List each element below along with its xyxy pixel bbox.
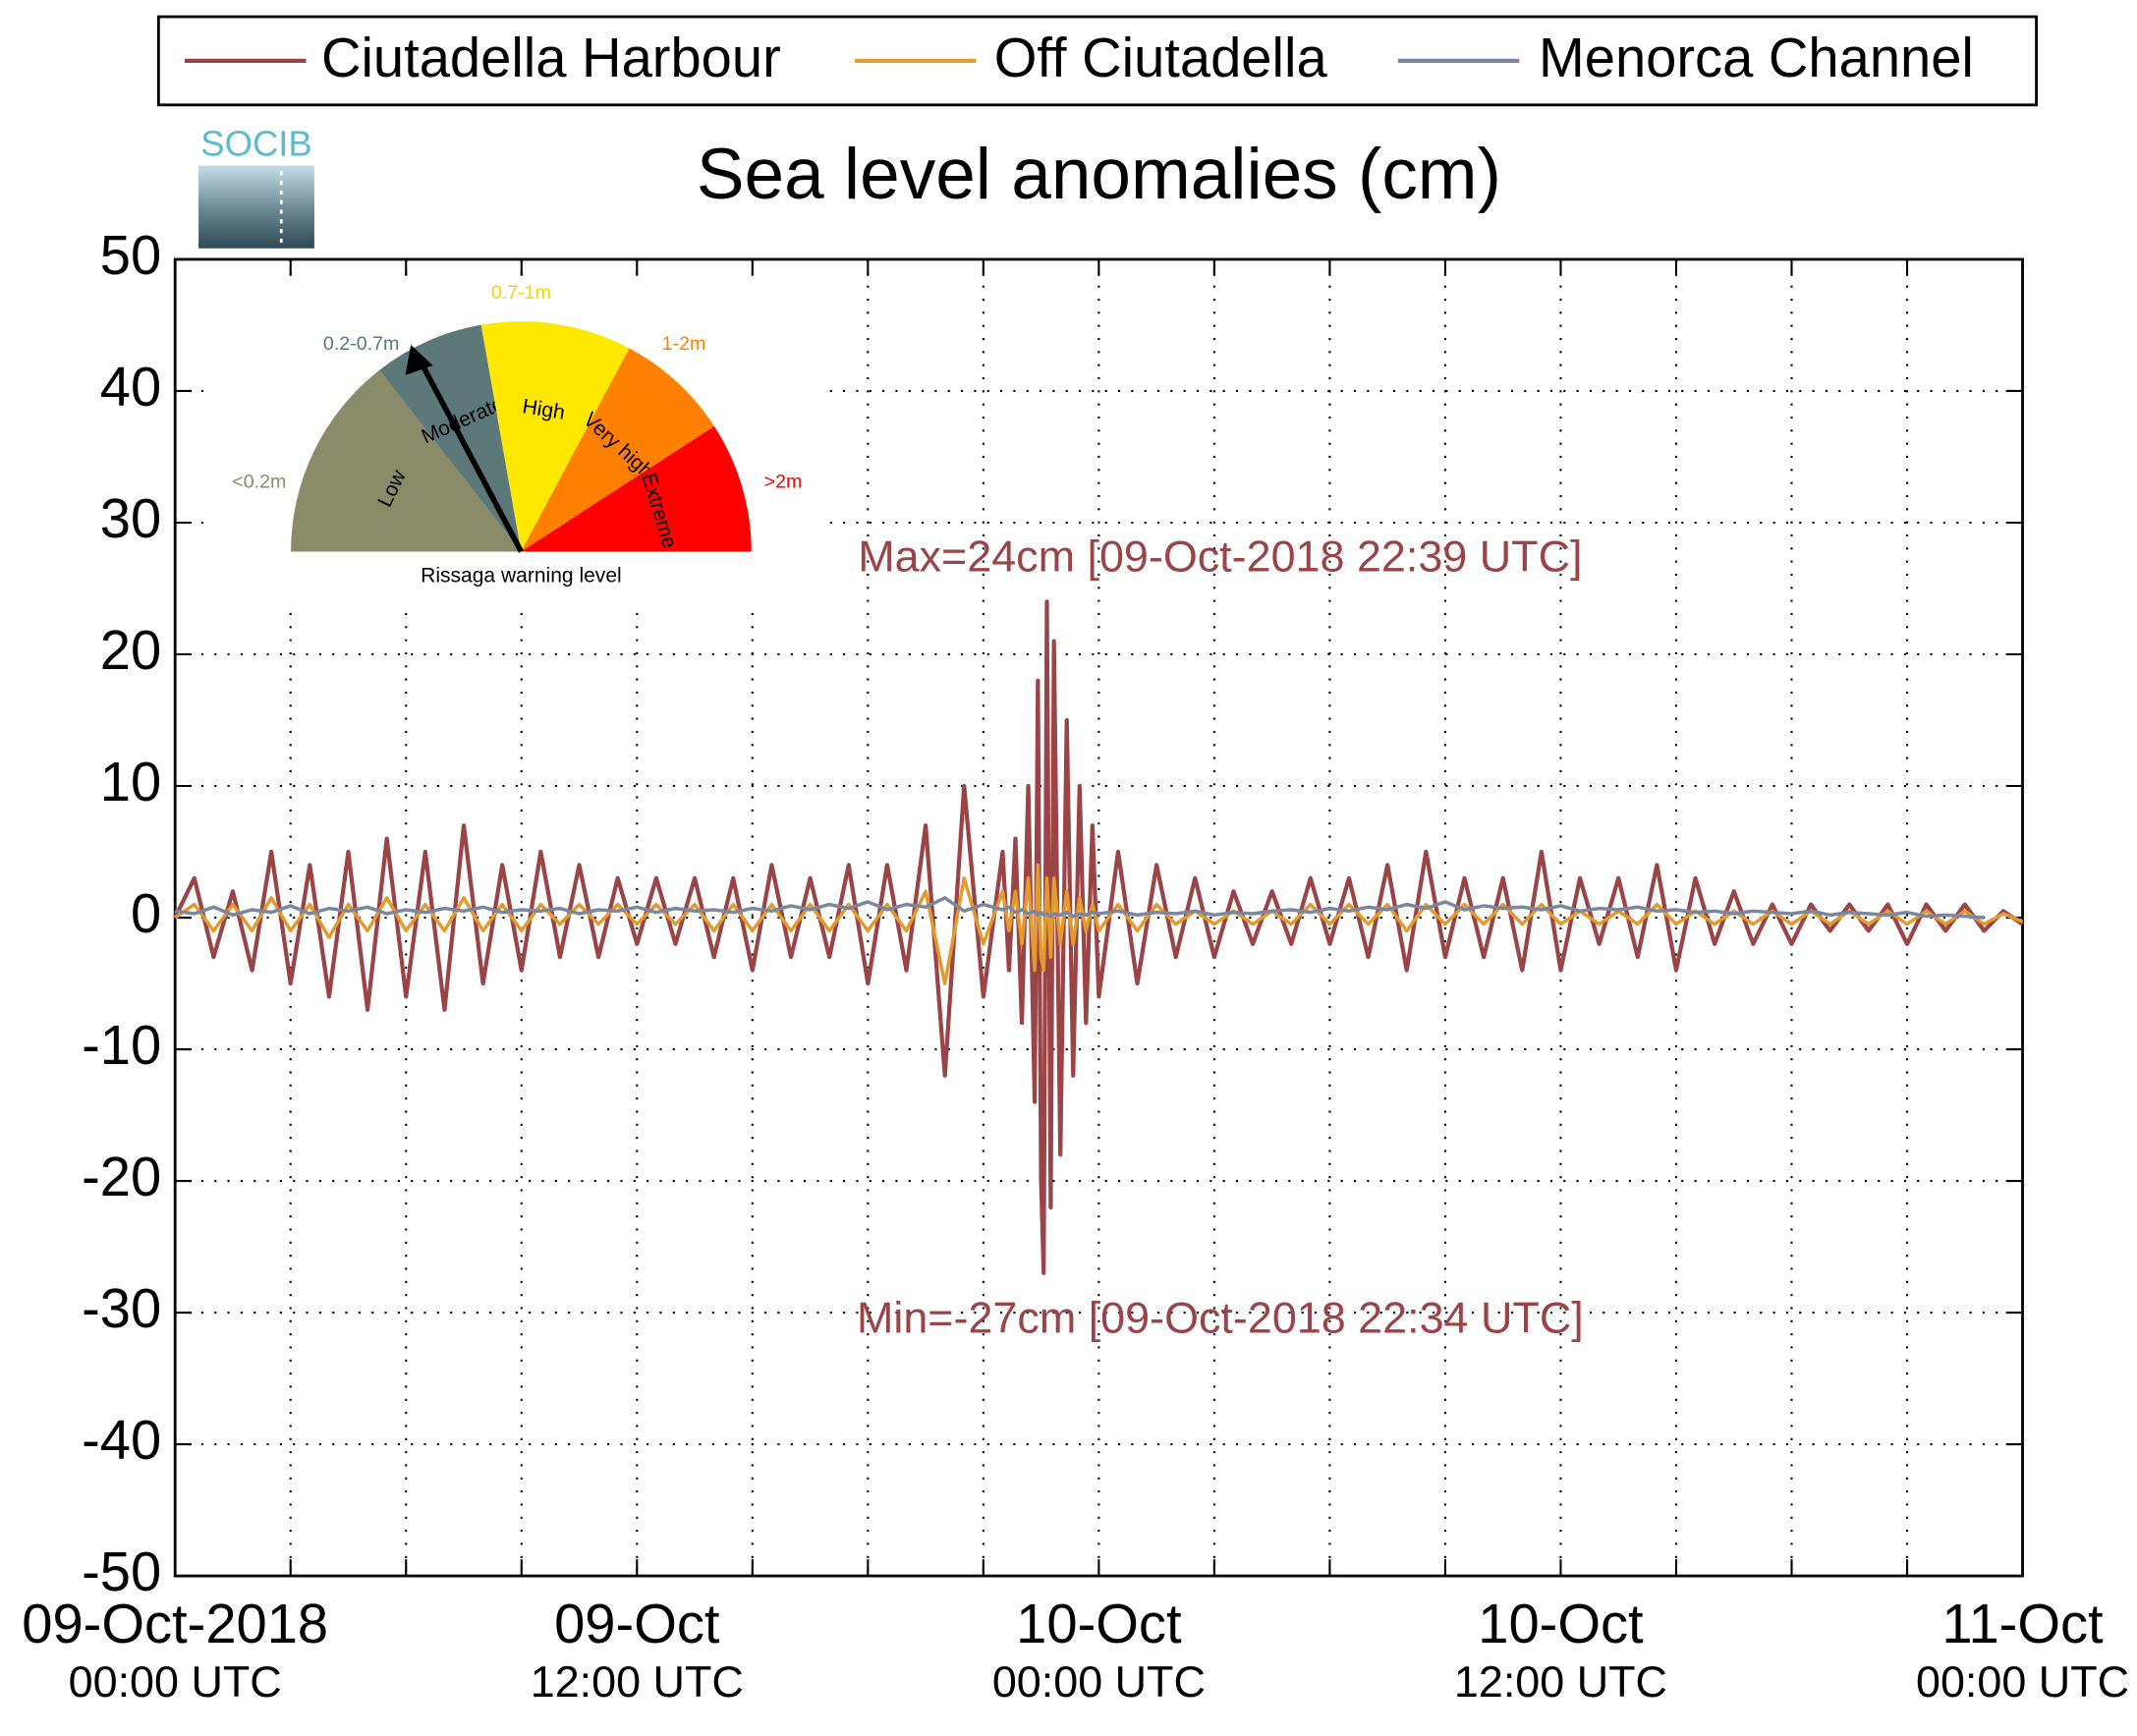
y-tick-label: 10 [100, 751, 161, 812]
x-tick-label: 09-Oct [554, 1593, 720, 1654]
x-tick-label: 11-Oct [1941, 1593, 2104, 1654]
legend-label: Menorca Channel [1539, 27, 1974, 88]
y-tick-label: -40 [82, 1409, 161, 1471]
series-line [174, 863, 2024, 985]
gauge-range-label: 0.7-1m [491, 282, 551, 304]
legend-box [156, 15, 2038, 107]
x-tick-label: 12:00 UTC [531, 1656, 744, 1707]
gauge-title: Rissaga warning level [421, 564, 622, 587]
y-tick-label: 0 [131, 882, 161, 944]
max-annotation: Max=24cm [09-Oct-2018 22:39 UTC] [858, 532, 1582, 582]
y-tick-label: -10 [82, 1014, 161, 1076]
x-tick-label: 12:00 UTC [1454, 1656, 1667, 1707]
logo-image [198, 165, 314, 249]
x-tick-label: 10-Oct [1478, 1593, 1644, 1654]
gauge-sector [291, 369, 522, 552]
chart-title: Sea level anomalies (cm) [697, 135, 1501, 214]
gauge-range-label: <0.2m [232, 471, 286, 492]
gauge-sector [521, 425, 752, 552]
x-tick-label: 00:00 UTC [69, 1656, 282, 1707]
logo-text: SOCIB [200, 124, 311, 164]
series-line [174, 896, 1985, 920]
y-tick-label: -30 [82, 1277, 161, 1339]
gauge-sector [379, 324, 522, 552]
y-tick-label: 40 [100, 356, 161, 418]
y-tick-label: -50 [82, 1540, 161, 1602]
legend-label: Off Ciutadella [994, 27, 1328, 88]
legend-label: Ciutadella Harbour [321, 27, 781, 88]
y-tick-label: -20 [82, 1146, 161, 1207]
y-tick-label: 20 [100, 619, 161, 681]
gauge-sector [480, 321, 630, 552]
gauge-needle [418, 360, 524, 553]
gauge-range-label: 1-2m [662, 333, 706, 355]
x-tick-label: 00:00 UTC [992, 1656, 1206, 1707]
x-tick-label: 10-Oct [1016, 1593, 1182, 1654]
gauge-range-label: 0.2-0.7m [323, 333, 399, 355]
gauge-range-label: >2m [764, 471, 803, 492]
min-annotation: Min=-27cm [09-Oct-2018 22:34 UTC] [857, 1292, 1584, 1342]
x-tick-label: 09-Oct-2018 [22, 1593, 328, 1654]
y-tick-label: 30 [100, 487, 161, 549]
gauge-needle-head [405, 344, 433, 375]
y-tick-label: 50 [100, 224, 161, 286]
x-tick-label: 00:00 UTC [1916, 1656, 2129, 1707]
series-line [173, 599, 2024, 1275]
logo: SOCIB [198, 124, 314, 249]
gauge-sector [521, 348, 714, 552]
